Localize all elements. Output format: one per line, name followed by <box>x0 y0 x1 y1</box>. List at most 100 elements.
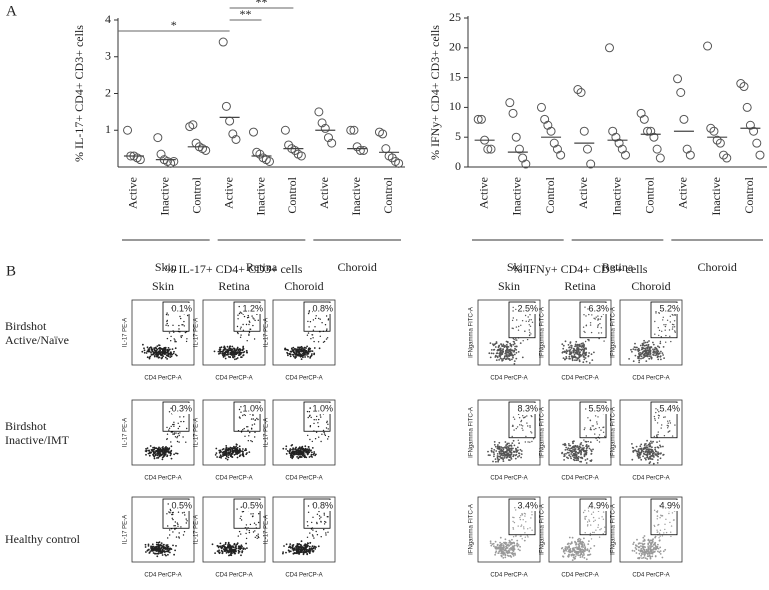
cell-event <box>655 350 658 352</box>
cell-event <box>575 349 578 351</box>
gate-percentage: 0.8% <box>312 303 333 313</box>
cell-event <box>306 352 308 355</box>
cell-event <box>518 452 521 455</box>
cell-event <box>183 531 186 533</box>
cell-event <box>574 540 576 543</box>
x-tick-label: Inactive <box>253 177 267 216</box>
cell-event <box>158 350 161 352</box>
cell-event <box>669 422 672 424</box>
cell-event <box>166 319 168 322</box>
cell-event <box>223 352 226 355</box>
cell-event <box>589 428 591 431</box>
cell-event <box>161 546 164 548</box>
cell-event <box>306 549 309 551</box>
cell-event <box>566 547 569 550</box>
cell-event <box>512 555 515 557</box>
cell-event <box>584 517 586 519</box>
cell-event <box>647 542 650 545</box>
cell-event <box>496 455 499 457</box>
cell-event <box>638 453 641 456</box>
cell-event <box>628 358 630 360</box>
cell-event <box>175 452 177 455</box>
cell-event <box>167 503 169 505</box>
data-point <box>486 144 496 154</box>
cell-event <box>318 347 321 350</box>
cell-event <box>581 540 584 543</box>
cell-event <box>497 458 499 460</box>
cell-event <box>578 544 581 547</box>
cell-event <box>306 521 309 523</box>
cell-event <box>495 546 498 549</box>
cell-event <box>568 454 571 456</box>
cell-event <box>575 340 578 343</box>
cell-event <box>659 553 662 555</box>
cell-event <box>529 331 531 334</box>
cell-event <box>297 457 300 460</box>
cell-event <box>594 318 596 320</box>
cell-event <box>238 408 241 411</box>
cell-event <box>583 544 586 547</box>
cell-event <box>170 425 172 428</box>
cell-event <box>507 551 510 554</box>
cell-event <box>657 355 660 358</box>
cell-event <box>666 319 669 321</box>
cell-event <box>286 450 289 452</box>
cell-event <box>584 547 586 550</box>
cell-event <box>643 446 646 449</box>
cell-event <box>584 357 587 359</box>
cell-event <box>504 446 506 449</box>
cell-event <box>647 547 650 550</box>
cell-event <box>146 350 149 353</box>
cell-event <box>573 456 576 459</box>
cell-event <box>236 456 239 459</box>
x-tick-label: Active <box>576 177 590 209</box>
cell-event <box>512 541 515 544</box>
cell-event <box>560 547 563 550</box>
cell-event <box>290 456 292 459</box>
cell-event <box>245 524 248 526</box>
cell-event <box>586 446 588 449</box>
cell-event <box>490 449 493 452</box>
cell-event <box>502 348 504 350</box>
cell-event <box>561 343 564 346</box>
cell-event <box>168 332 171 334</box>
cell-event <box>639 344 642 347</box>
cell-event <box>594 433 596 435</box>
cell-event <box>225 451 227 454</box>
cell-event <box>497 444 499 446</box>
data-point <box>317 118 327 128</box>
cell-event <box>299 452 302 455</box>
cell-event <box>218 451 221 454</box>
cell-event <box>240 554 242 557</box>
cell-event <box>224 543 227 546</box>
cell-event <box>656 436 658 438</box>
cell-event <box>512 425 514 427</box>
cell-event <box>239 517 241 520</box>
cell-event <box>658 523 660 526</box>
cell-event <box>161 453 164 456</box>
cell-event <box>242 414 244 417</box>
cell-event <box>308 552 311 555</box>
flow-y-axis-label: IFNgamma FITC-A <box>540 504 546 555</box>
cell-event <box>499 536 502 539</box>
cell-event <box>637 347 640 350</box>
cell-event <box>531 440 533 443</box>
cell-event <box>646 439 648 442</box>
cell-event <box>503 346 506 348</box>
data-point <box>676 88 686 97</box>
cell-event <box>662 445 664 448</box>
cell-event <box>583 347 586 350</box>
cell-event <box>291 456 294 458</box>
cell-event <box>175 545 177 547</box>
cell-event <box>573 348 575 351</box>
cell-event <box>324 520 326 523</box>
cell-event <box>292 447 294 449</box>
cell-event <box>318 515 321 517</box>
cell-event <box>657 358 660 361</box>
cell-event <box>526 338 529 341</box>
cell-event <box>583 557 586 559</box>
data-point <box>359 145 369 155</box>
cell-event <box>603 426 605 428</box>
gate-label-bg <box>313 403 333 414</box>
gate-percentage: 6.3% <box>588 303 609 313</box>
